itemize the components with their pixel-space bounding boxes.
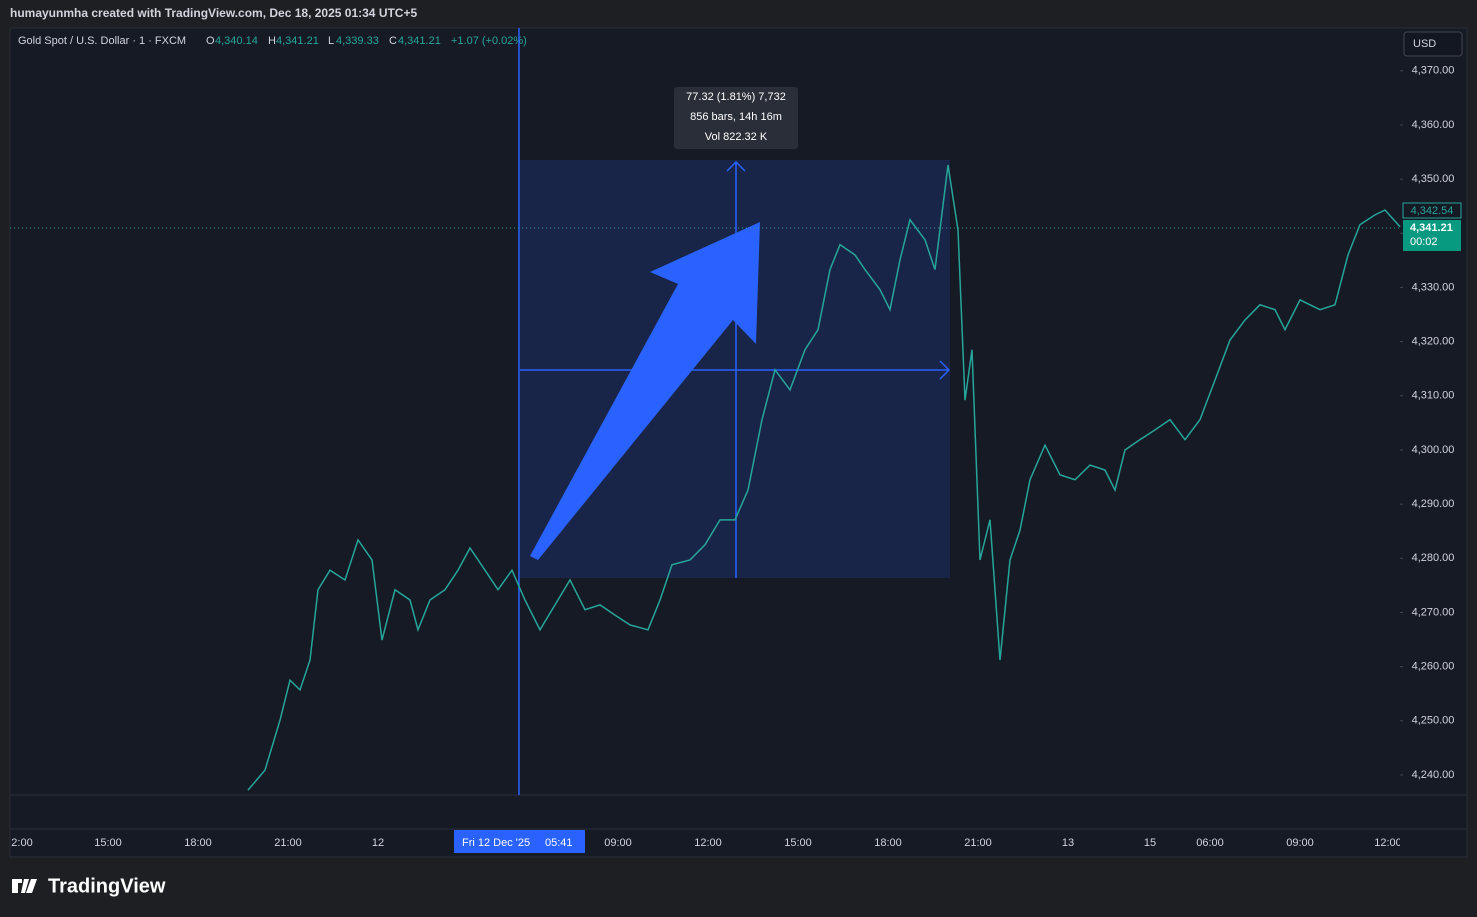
- ohlc-label: C: [389, 35, 397, 47]
- measure-text: 856 bars, 14h 16m: [690, 111, 782, 123]
- currency[interactable]: USD: [1413, 38, 1436, 50]
- change: +1.07 (+0.02%): [451, 35, 527, 47]
- y-tick-label: 4,280.00: [1412, 552, 1455, 564]
- ohlc-value: 4,340.14: [215, 35, 258, 47]
- crosshair-date: Fri 12 Dec '25: [462, 837, 530, 849]
- measure-text: 77.32 (1.81%) 7,732: [686, 91, 786, 103]
- x-tick-label: 06:00: [1196, 837, 1224, 849]
- x-tick-label: 09:00: [1286, 837, 1314, 849]
- y-tick-label: 4,270.00: [1412, 606, 1455, 618]
- x-tick-label: 15: [1144, 837, 1156, 849]
- y-tick-label: 4,260.00: [1412, 661, 1455, 673]
- price-label-box: [1403, 220, 1461, 251]
- crosshair-time: 05:41: [545, 837, 573, 849]
- x-tick-label: 21:00: [274, 837, 302, 849]
- x-tick-label: 15:00: [784, 837, 812, 849]
- y-tick-label: 4,290.00: [1412, 498, 1455, 510]
- logo-mark: [12, 879, 37, 893]
- y-tick-label: 4,240.00: [1412, 769, 1455, 781]
- symbol: Gold Spot / U.S. Dollar · 1 · FXCM: [18, 35, 186, 47]
- x-tick-label: 12: [372, 837, 384, 849]
- price-label: 4,341.21: [1410, 222, 1453, 234]
- x-tick-label: 18:00: [184, 837, 212, 849]
- ohlc-value: 4,339.33: [336, 35, 379, 47]
- y-tick-label: 4,310.00: [1412, 390, 1455, 402]
- price-label: 4,342.54: [1411, 205, 1454, 217]
- y-tick-label: 4,320.00: [1412, 336, 1455, 348]
- countdown: 00:02: [1410, 236, 1438, 248]
- legend: Gold Spot / U.S. Dollar · 1 · FXCM O 4,3…: [18, 35, 527, 47]
- ohlc-value: 4,341.21: [276, 35, 319, 47]
- x-tick-label: 12:00: [694, 837, 722, 849]
- y-tick-label: 4,360.00: [1412, 119, 1455, 131]
- y-tick-label: 4,370.00: [1412, 65, 1455, 77]
- measure-arrows: [520, 160, 951, 578]
- x-tick-label: 18:00: [874, 837, 902, 849]
- drawn-arrow: [530, 222, 760, 560]
- x-tick-label: 09:00: [604, 837, 632, 849]
- logo-text: TradingView: [48, 875, 166, 897]
- ohlc-label: H: [268, 35, 276, 47]
- chart-pane: [9, 27, 1468, 858]
- x-tick-label: 12:00: [1374, 837, 1402, 849]
- x-tick-label: 2:00: [11, 837, 32, 849]
- measure-tooltip: [674, 87, 798, 149]
- currency-button[interactable]: [1403, 31, 1463, 57]
- ohlc-label: O: [206, 35, 215, 47]
- y-tick-label: 4,330.00: [1412, 281, 1455, 293]
- measure-box: [520, 160, 950, 578]
- price-label-box: [1402, 202, 1462, 219]
- header: humayunmha created with TradingView.com,…: [10, 6, 417, 20]
- measure-text: Vol 822.32 K: [705, 131, 768, 143]
- crosshair-label: [454, 830, 585, 853]
- x-tick-label: 13: [1062, 837, 1074, 849]
- y-tick-label: 4,300.00: [1412, 444, 1455, 456]
- y-tick-label: 4,250.00: [1412, 715, 1455, 727]
- price-line: [247, 164, 1401, 791]
- ohlc-label: L: [328, 35, 334, 47]
- x-tick-label: 21:00: [964, 837, 992, 849]
- x-tick-label: 15:00: [94, 837, 122, 849]
- y-tick-label: 4,350.00: [1412, 173, 1455, 185]
- ohlc-value: 4,341.21: [398, 35, 441, 47]
